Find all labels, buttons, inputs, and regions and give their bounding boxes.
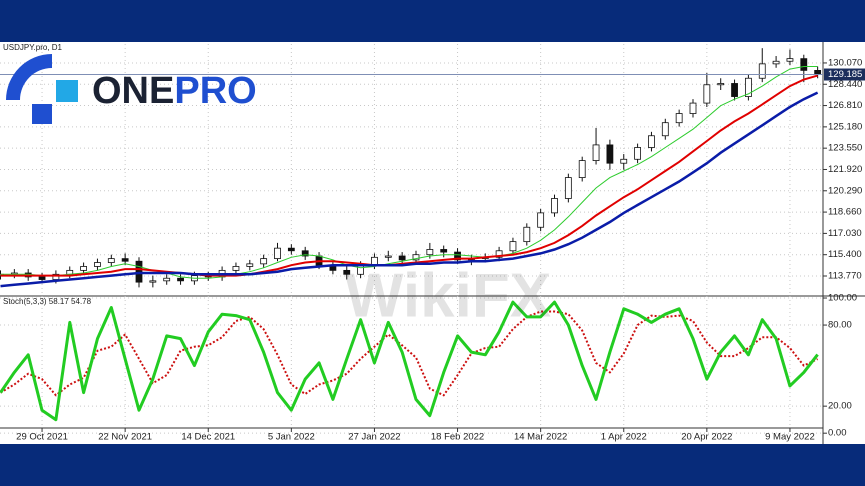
y-tick-label: 118.660 xyxy=(828,207,862,218)
x-tick-label: 27 Jan 2022 xyxy=(348,432,400,443)
logo-text: ONEPRO xyxy=(92,70,257,112)
y-tick-label: 126.810 xyxy=(828,100,862,111)
candle-body xyxy=(758,63,766,79)
logo-icon xyxy=(56,80,78,102)
candle-body xyxy=(454,251,461,261)
candle-body xyxy=(384,255,392,258)
candle-body xyxy=(661,122,669,137)
candle-body xyxy=(772,60,780,65)
candle-body xyxy=(800,58,808,71)
candle-body xyxy=(564,177,572,199)
y-tick-label: 117.030 xyxy=(828,228,862,239)
candle-body xyxy=(786,58,794,62)
candle-body xyxy=(94,262,101,267)
candle-body xyxy=(163,277,171,282)
stoch-line xyxy=(0,310,819,397)
candle-body xyxy=(551,198,558,214)
indicator-title: Stoch(5,3,3) 58.17 54.78 xyxy=(3,297,92,306)
logo: ONEPRO xyxy=(6,54,257,124)
candle-body xyxy=(592,144,600,161)
y-tick-label: 123.550 xyxy=(828,143,862,154)
y-tick-label: 113.770 xyxy=(828,271,862,282)
candle-body xyxy=(287,247,295,252)
candle-body xyxy=(135,260,143,283)
chart-area xyxy=(0,42,865,444)
candle-body xyxy=(634,147,641,160)
logo-icon xyxy=(6,54,52,100)
x-tick-label: 20 Apr 2022 xyxy=(681,432,732,443)
logo-text-pro: PRO xyxy=(174,70,256,112)
y-tick-label: 130.070 xyxy=(828,57,862,68)
candle-body xyxy=(80,266,87,271)
candle-body xyxy=(398,255,406,261)
moving-average xyxy=(0,91,819,288)
y-tick-label: 121.920 xyxy=(828,164,862,175)
y-tick-label: 120.290 xyxy=(828,185,862,196)
candle-body xyxy=(703,84,711,104)
moving-average xyxy=(0,66,818,279)
y-tick-label: 80.00 xyxy=(828,320,852,331)
candle-body xyxy=(107,258,115,263)
candle-body xyxy=(717,83,725,86)
candle-body xyxy=(274,247,281,260)
candle-body xyxy=(149,280,157,283)
candle-body xyxy=(301,250,309,257)
x-tick-label: 14 Dec 2021 xyxy=(181,432,235,443)
logo-text-one: ONE xyxy=(92,70,174,112)
y-tick-label: 20.00 xyxy=(828,401,852,412)
candle-body xyxy=(232,266,240,271)
candle-body xyxy=(523,226,531,243)
chart-title: USDJPY.pro, D1 xyxy=(3,43,63,52)
candle-body xyxy=(675,113,683,124)
candle-body xyxy=(814,70,822,75)
candle-body xyxy=(648,135,655,148)
y-tick-label: 128.440 xyxy=(828,79,862,90)
y-tick-label: 100.00 xyxy=(828,293,857,304)
candle-body xyxy=(38,276,46,280)
y-tick-label: 115.400 xyxy=(828,249,862,260)
candle-body xyxy=(260,258,268,265)
candle-body xyxy=(537,212,545,228)
x-tick-label: 9 May 2022 xyxy=(765,432,815,443)
x-tick-label: 22 Nov 2021 xyxy=(98,432,152,443)
candle-body xyxy=(495,250,503,258)
candle-body xyxy=(509,241,517,252)
candle-body xyxy=(121,258,129,262)
candle-body xyxy=(578,160,586,178)
marks xyxy=(0,44,827,434)
candle-body xyxy=(689,102,697,114)
watermark: WikiFX xyxy=(345,261,551,330)
y-tick-label: 125.180 xyxy=(828,121,862,132)
y-tick-label: 0.00 xyxy=(828,428,847,439)
candle-body xyxy=(343,269,351,275)
candle-body xyxy=(606,144,614,164)
stoch-line xyxy=(0,300,819,422)
x-tick-label: 5 Jan 2022 xyxy=(268,432,315,443)
candle-body xyxy=(731,83,738,97)
last-price-box xyxy=(824,68,865,81)
x-tick-label: 29 Oct 2021 xyxy=(16,432,68,443)
moving-average xyxy=(0,74,818,277)
candle-body xyxy=(620,158,628,164)
candle-body xyxy=(246,263,254,267)
x-tick-label: 1 Apr 2022 xyxy=(601,432,647,443)
candle-body xyxy=(440,249,448,253)
candle-body xyxy=(745,77,752,97)
x-tick-label: 14 Mar 2022 xyxy=(514,432,567,443)
x-tick-label: 18 Feb 2022 xyxy=(431,432,484,443)
candle-body xyxy=(426,249,434,256)
candle-body xyxy=(52,273,60,280)
candle-body xyxy=(412,254,420,261)
logo-icon xyxy=(32,104,52,124)
last-price-label: 129.185 xyxy=(828,69,862,80)
candle-body xyxy=(177,277,184,282)
